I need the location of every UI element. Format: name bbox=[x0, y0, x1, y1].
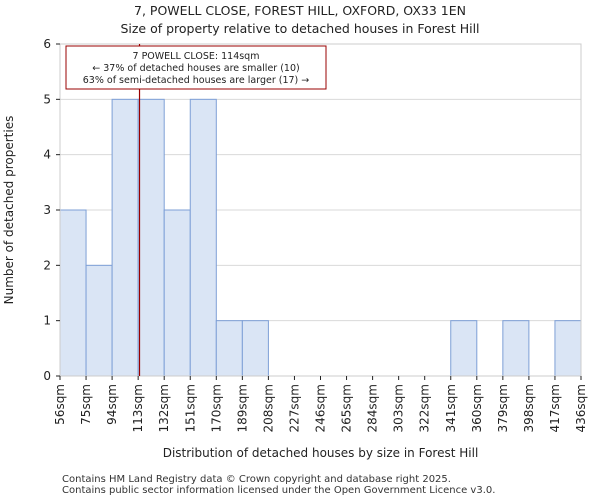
x-tick-label-417sqm: 417sqm bbox=[548, 384, 562, 432]
y-axis-label: Number of detached properties bbox=[2, 116, 16, 305]
annotation-line-3: 63% of semi-detached houses are larger (… bbox=[83, 75, 310, 86]
chart-title: 7, POWELL CLOSE, FOREST HILL, OXFORD, OX… bbox=[134, 3, 466, 18]
x-axis-label: Distribution of detached houses by size … bbox=[163, 446, 479, 460]
x-tick-label-94sqm: 94sqm bbox=[105, 384, 119, 425]
bar-379sqm bbox=[502, 320, 530, 377]
x-tick-label-246sqm: 246sqm bbox=[314, 384, 328, 432]
x-tick-label-341sqm: 341sqm bbox=[444, 384, 458, 432]
footer-line-2: Contains public sector information licen… bbox=[62, 485, 496, 496]
bar-170sqm bbox=[215, 320, 243, 377]
x-tick-label-436sqm: 436sqm bbox=[574, 384, 588, 432]
x-tick-label-265sqm: 265sqm bbox=[340, 384, 354, 432]
x-tick-label-113sqm: 113sqm bbox=[131, 384, 145, 432]
y-tick-label-1: 1 bbox=[43, 314, 51, 328]
x-tick-label-284sqm: 284sqm bbox=[366, 384, 380, 432]
bar-94sqm bbox=[111, 98, 139, 377]
annotation-line-2: ← 37% of detached houses are smaller (10… bbox=[92, 63, 299, 74]
bar-151sqm bbox=[189, 98, 217, 377]
x-tick-label-151sqm: 151sqm bbox=[183, 384, 197, 432]
y-tick-label-3: 3 bbox=[43, 203, 51, 217]
x-tick-label-56sqm: 56sqm bbox=[53, 384, 67, 425]
y-ticks: 0 1 2 3 4 5 6 bbox=[43, 37, 60, 383]
x-tick-label-398sqm: 398sqm bbox=[522, 384, 536, 432]
bar-132sqm bbox=[163, 209, 191, 377]
footer-line-1: Contains HM Land Registry data © Crown c… bbox=[62, 474, 451, 485]
annotation-line-1: 7 POWELL CLOSE: 114sqm bbox=[133, 51, 260, 62]
y-tick-label-6: 6 bbox=[43, 37, 51, 51]
x-tick-label-208sqm: 208sqm bbox=[261, 384, 275, 432]
x-tick-label-132sqm: 132sqm bbox=[157, 384, 171, 432]
x-ticks: 56sqm 75sqm 94sqm 113sqm 132sqm 151sqm 170sqm 1… bbox=[53, 376, 588, 432]
x-tick-label-189sqm: 189sqm bbox=[235, 384, 249, 432]
y-tick-label-0: 0 bbox=[43, 369, 51, 383]
bar-341sqm bbox=[450, 320, 478, 377]
chart-subtitle: Size of property relative to detached ho… bbox=[120, 21, 480, 36]
x-tick-label-170sqm: 170sqm bbox=[209, 384, 223, 432]
x-tick-label-322sqm: 322sqm bbox=[418, 384, 432, 432]
y-tick-label-4: 4 bbox=[43, 148, 51, 162]
x-tick-label-75sqm: 75sqm bbox=[79, 384, 93, 425]
bar-417sqm bbox=[554, 320, 582, 377]
annotation-box: 7 POWELL CLOSE: 114sqm ← 37% of detached… bbox=[65, 45, 327, 90]
x-tick-label-360sqm: 360sqm bbox=[470, 384, 484, 432]
x-tick-label-227sqm: 227sqm bbox=[287, 384, 301, 432]
bar-189sqm bbox=[241, 320, 269, 377]
x-tick-label-303sqm: 303sqm bbox=[392, 384, 406, 432]
annotation-box-frame bbox=[65, 45, 327, 90]
bars bbox=[59, 98, 582, 377]
y-tick-label-2: 2 bbox=[43, 258, 51, 272]
y-tick-label-5: 5 bbox=[43, 92, 51, 106]
bar-113sqm bbox=[137, 98, 165, 377]
bar-75sqm bbox=[85, 264, 113, 377]
bar-56sqm bbox=[59, 209, 87, 377]
x-tick-label-379sqm: 379sqm bbox=[496, 384, 510, 432]
